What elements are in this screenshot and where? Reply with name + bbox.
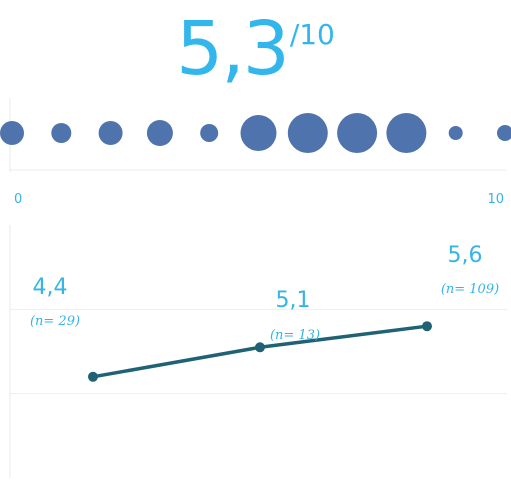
distribution-scale: 0 10 (14, 192, 504, 207)
trend-count-label: (n= 13) (270, 328, 320, 343)
distribution-bubble (51, 123, 72, 143)
score-max: /10 (289, 18, 335, 51)
trend-count-label: (n= 109) (441, 282, 499, 297)
distribution-bubble (240, 115, 277, 151)
distribution-bubble (386, 113, 427, 153)
trend-labels: 4,4 (n= 29) 5,1 (n= 13) 5,6 (n= 109) (30, 243, 499, 343)
distribution-bubble (0, 121, 24, 145)
distribution-bubble (497, 125, 511, 141)
distribution-bubble (146, 120, 173, 146)
scale-max-label: 10 (487, 192, 504, 207)
panel-lines (9, 98, 507, 478)
distribution-bubble (287, 113, 328, 153)
distribution-bubble (337, 113, 378, 153)
trend-gridlines (10, 308, 507, 395)
trend-count-label: (n= 29) (30, 314, 80, 329)
trend-value-label: 5,1 (276, 288, 311, 313)
distribution-bubble (98, 121, 123, 145)
trend-value-label: 5,6 (448, 243, 483, 268)
trend-point (255, 342, 265, 353)
distribution-chart (0, 113, 511, 153)
score-value: 5,3 (176, 6, 290, 92)
trend-point (88, 371, 98, 382)
scale-min-label: 0 (14, 192, 22, 207)
distribution-bubble (200, 124, 219, 142)
trend-value-label: 4,4 (33, 275, 68, 300)
distribution-bubble (448, 126, 463, 140)
trend-point (422, 321, 432, 332)
overall-score: 5,3/10 (0, 6, 511, 92)
trend-chart (88, 321, 432, 382)
